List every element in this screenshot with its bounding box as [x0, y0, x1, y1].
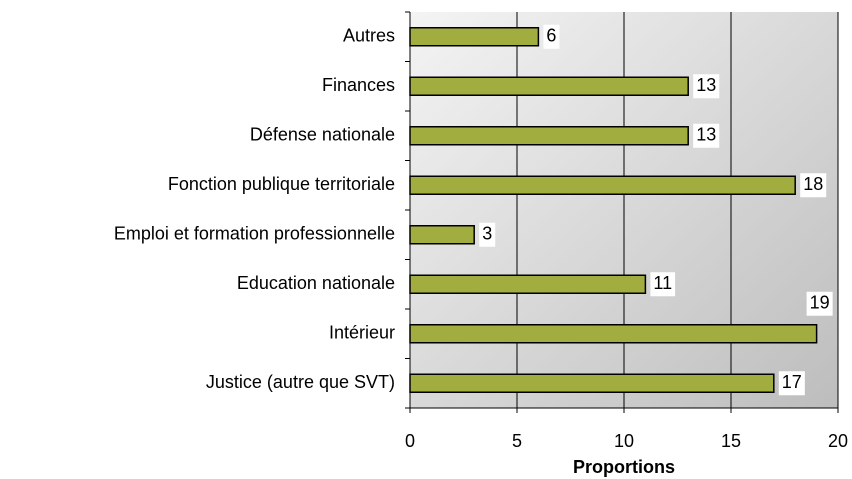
value-label: 18	[803, 174, 823, 194]
bar	[409, 27, 540, 47]
value-label: 19	[810, 293, 830, 313]
value-label-bg	[479, 222, 496, 247]
value-label-bg	[800, 173, 827, 198]
value-label: 17	[782, 372, 802, 392]
x-axis-label: Proportions	[573, 457, 675, 477]
x-tick-label: 5	[512, 431, 522, 451]
bar	[409, 126, 689, 146]
value-label-bg	[543, 24, 560, 49]
y-tick-label: Emploi et formation professionnelle	[114, 224, 395, 244]
value-label: 13	[696, 75, 716, 95]
value-label: 6	[546, 26, 556, 46]
y-tick-label: Finances	[322, 75, 395, 95]
y-tick-label: Intérieur	[329, 323, 395, 343]
value-label: 11	[653, 273, 672, 293]
y-tick-label: Défense nationale	[250, 125, 395, 145]
y-tick-label: Autres	[343, 26, 395, 46]
bar	[409, 76, 689, 96]
bar	[409, 324, 818, 344]
value-label-bg	[650, 272, 676, 297]
value-label: 13	[696, 125, 716, 145]
y-tick-label: Justice (autre que SVT)	[206, 372, 395, 392]
x-tick-label: 0	[405, 431, 415, 451]
bar	[409, 274, 647, 294]
bar	[409, 373, 775, 393]
x-tick-label: 10	[614, 431, 634, 451]
value-label-bg	[693, 123, 720, 148]
value-label-bg	[693, 74, 720, 99]
bar	[409, 225, 475, 245]
value-label-bg	[806, 291, 833, 316]
value-label-bg	[778, 371, 805, 396]
y-tick-label: Fonction publique territoriale	[168, 174, 395, 194]
x-tick-label: 15	[721, 431, 741, 451]
bar	[409, 175, 796, 195]
x-tick-label: 20	[828, 431, 848, 451]
value-label: 3	[482, 224, 492, 244]
y-tick-label: Education nationale	[237, 273, 395, 293]
